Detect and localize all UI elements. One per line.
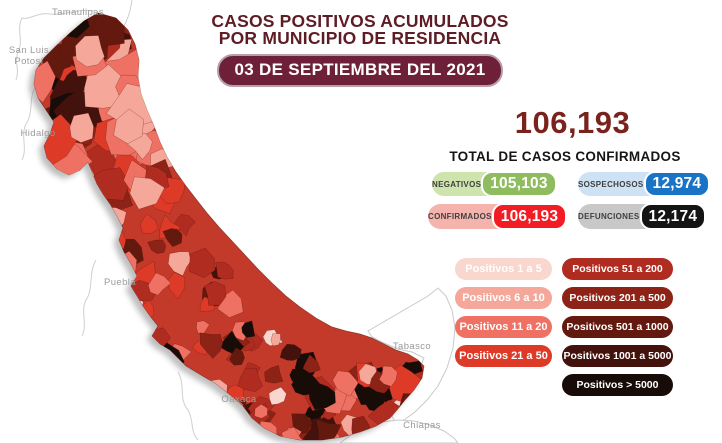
badge-sospechosos-label: SOSPECHOSOS — [578, 179, 644, 189]
page-title-line2: POR MUNICIPIO DE RESIDENCIA — [218, 28, 502, 48]
page-title-line1: CASOS POSITIVOS ACUMULADOS — [211, 11, 509, 31]
legend-column-left: Positivos 1 a 5 Positivos 6 a 10 Positivos… — [455, 258, 552, 374]
legend-pill: Positivos 501 a 1000 — [562, 316, 673, 338]
legend-pill: Positivos 21 a 50 — [455, 345, 552, 367]
legend-column-right: Positivos 51 a 200 Positivos 201 a 500 Pos… — [562, 258, 673, 403]
badge-negativos: NEGATIVOS 105,103 — [432, 171, 557, 197]
legend-pill: Positivos 11 a 20 — [455, 316, 552, 338]
legend-pill: Positivos 1001 a 5000 — [562, 345, 673, 367]
total-confirmed-value: 106,193 — [514, 105, 631, 140]
badge-confirmados-value: 106,193 — [491, 203, 568, 230]
legend-pill: Positivos 201 a 500 — [562, 287, 673, 309]
badge-defunciones-value: 12,174 — [639, 203, 707, 230]
legend-pill: Positivos > 5000 — [562, 374, 673, 396]
header: CASOS POSITIVOS ACUMULADOS POR MUNICIPIO… — [178, 11, 542, 87]
date-banner: 03 DE SEPTIEMBRE DEL 2021 — [216, 54, 504, 87]
badge-defunciones-label: DEFUNCIONES — [578, 212, 640, 221]
badge-defunciones: DEFUNCIONES 12,174 — [578, 203, 707, 230]
badge-negativos-label: NEGATIVOS — [432, 179, 482, 189]
legend-pill: Positivos 1 a 5 — [455, 258, 552, 280]
badge-negativos-value: 105,103 — [481, 171, 557, 197]
badge-sospechosos-value: 12,974 — [643, 171, 711, 197]
legend-pill: Positivos 6 a 10 — [455, 287, 552, 309]
total-confirmed-label: TOTAL DE CASOS CONFIRMADOS — [449, 149, 681, 164]
badge-sospechosos: SOSPECHOSOS 12,974 — [578, 171, 711, 197]
badge-confirmados: CONFIRMADOS 106,193 — [428, 203, 568, 230]
badge-confirmados-label: CONFIRMADOS — [428, 212, 492, 221]
legend-pill: Positivos 51 a 200 — [562, 258, 673, 280]
